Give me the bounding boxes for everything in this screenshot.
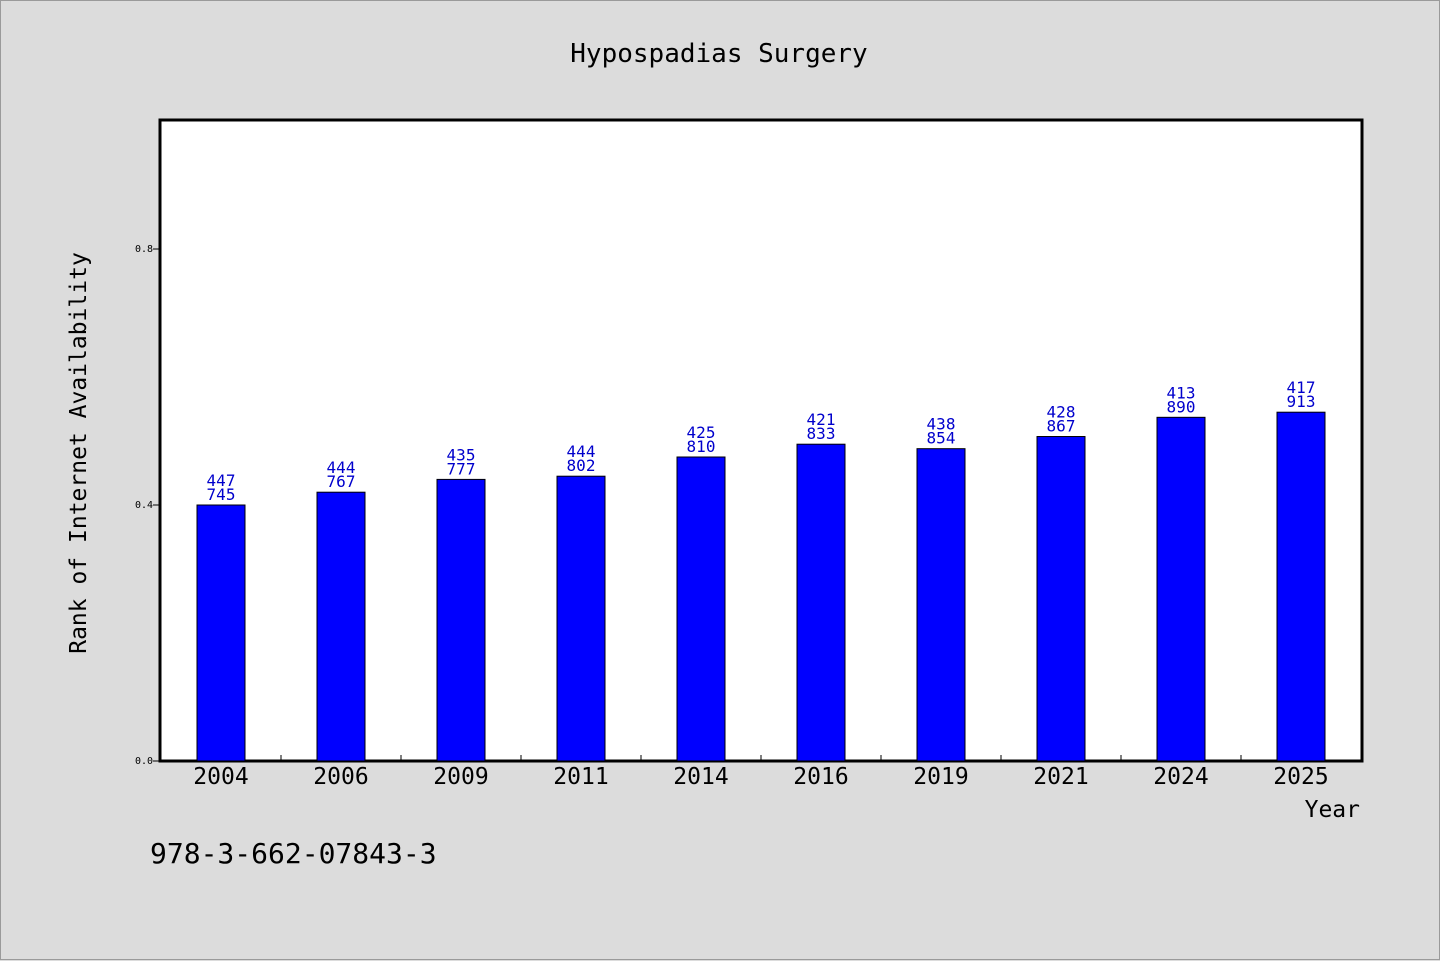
bar xyxy=(796,443,846,762)
y-axis: 0.0 0.4 0.8 xyxy=(135,244,161,767)
x-tick-label: 2014 xyxy=(673,764,728,790)
x-tick-label: 2025 xyxy=(1273,764,1328,790)
y-tick-label: 0.0 xyxy=(135,756,153,767)
x-tick-label: 2019 xyxy=(913,764,968,790)
bar xyxy=(1156,416,1206,762)
data-label-lower: 745 xyxy=(207,485,236,504)
data-label-upper: 421 xyxy=(807,410,836,429)
data-label-lower: 777 xyxy=(447,459,476,478)
data-label-upper: 435 xyxy=(447,445,476,464)
data-label-lower: 767 xyxy=(327,472,356,491)
x-tick-label: 2016 xyxy=(793,764,848,790)
y-axis-label: Rank of Internet Availability xyxy=(66,252,92,654)
bar xyxy=(1276,411,1326,762)
data-label-upper: 447 xyxy=(207,471,236,490)
x-tick-label: 2009 xyxy=(433,764,488,790)
data-label-upper: 438 xyxy=(927,415,956,434)
x-tick-label: 2011 xyxy=(553,764,608,790)
data-label-lower: 833 xyxy=(807,424,836,443)
data-label-upper: 417 xyxy=(1287,378,1316,397)
bar xyxy=(676,456,726,762)
y-tick-label: 0.4 xyxy=(135,500,153,511)
data-label-lower: 867 xyxy=(1047,417,1076,436)
bar xyxy=(436,478,486,762)
bar-series xyxy=(196,411,1326,762)
data-label-lower: 854 xyxy=(927,429,956,448)
data-labels: 4477454447674357774448024258104218334388… xyxy=(207,378,1316,504)
isbn-text: 978-3-662-07843-3 xyxy=(150,837,437,870)
data-label-lower: 810 xyxy=(687,437,716,456)
data-label-upper: 413 xyxy=(1167,383,1196,402)
data-label-upper: 444 xyxy=(327,458,356,477)
x-tick-label: 2004 xyxy=(193,764,248,790)
x-tick-label: 2021 xyxy=(1033,764,1088,790)
bar xyxy=(556,475,606,762)
x-axis: 2004 2006 2009 2011 2014 2016 2019 2021 2024 2025 xyxy=(193,755,1329,790)
bar xyxy=(916,448,966,762)
data-label-upper: 428 xyxy=(1047,403,1076,422)
data-label-lower: 913 xyxy=(1287,392,1316,411)
data-label-upper: 425 xyxy=(687,423,716,442)
data-label-lower: 890 xyxy=(1167,397,1196,416)
bar xyxy=(196,504,246,762)
data-label-lower: 802 xyxy=(567,456,596,475)
x-axis-label: Year xyxy=(1305,797,1360,823)
x-tick-label: 2006 xyxy=(313,764,368,790)
y-tick-label: 0.8 xyxy=(135,244,153,255)
bar xyxy=(1036,436,1086,762)
bar xyxy=(316,491,366,762)
chart-title: Hypospadias Surgery xyxy=(570,39,867,69)
x-tick-label: 2024 xyxy=(1153,764,1208,790)
data-label-upper: 444 xyxy=(567,442,596,461)
